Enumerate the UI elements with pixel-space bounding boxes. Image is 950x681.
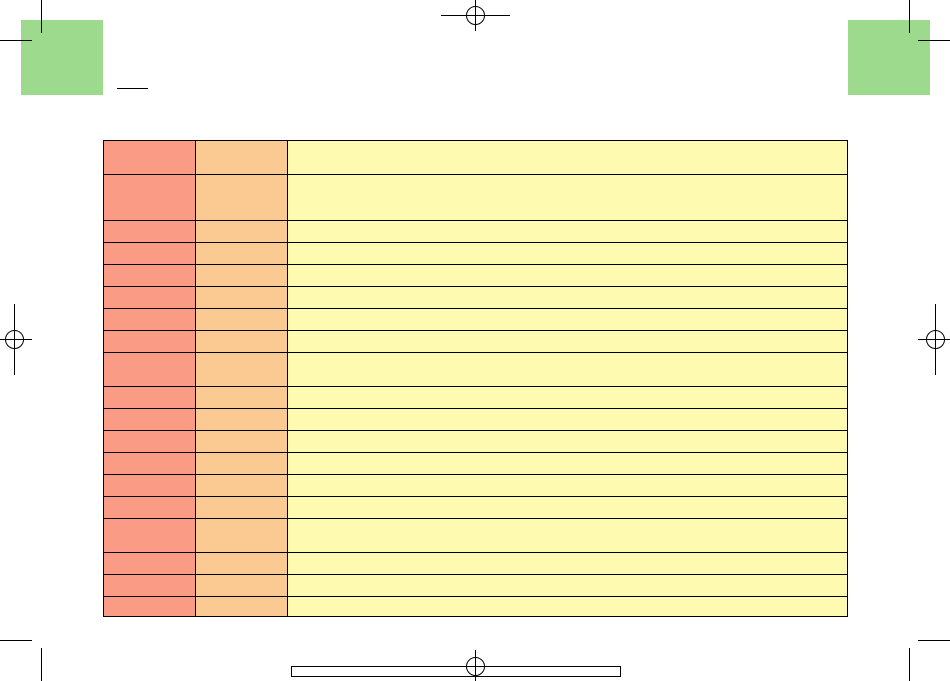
table-cell-col1 [103, 386, 196, 409]
table-cell-col1 [103, 352, 196, 387]
crop-mark-top-left-v [41, 0, 42, 33]
table-row [103, 518, 848, 553]
table-cell-col2 [195, 286, 288, 309]
table-cell-col2 [195, 574, 288, 597]
crop-mark-bottom-right-v [909, 648, 910, 681]
table-cell-col1 [103, 264, 196, 287]
table-cell-col2 [195, 408, 288, 431]
data-table [103, 140, 848, 617]
crop-mark-top-right-h [918, 40, 950, 41]
table-cell-col3 [287, 242, 848, 265]
table-cell-col1 [103, 574, 196, 597]
table-row [103, 552, 848, 575]
table-cell-col2 [195, 518, 288, 553]
table-cell-col3 [287, 386, 848, 409]
table-cell-col3 [287, 408, 848, 431]
table-cell-col3 [287, 430, 848, 453]
table-cell-col1 [103, 330, 196, 353]
table-cell-col3 [287, 220, 848, 243]
table-cell-col3 [287, 330, 848, 353]
crop-mark-top-left-h [0, 40, 32, 41]
table-cell-col2 [195, 430, 288, 453]
table-cell-col3 [287, 174, 848, 221]
table-cell-col2 [195, 220, 288, 243]
table-cell-col1 [103, 408, 196, 431]
table-row [103, 330, 848, 353]
table-row [103, 140, 848, 175]
table-cell-col3 [287, 496, 848, 519]
table-cell-col1 [103, 596, 196, 617]
table-row [103, 174, 848, 221]
table-cell-col3 [287, 574, 848, 597]
table-cell-col2 [195, 242, 288, 265]
table-cell-col1 [103, 474, 196, 497]
table-cell-col2 [195, 352, 288, 387]
crop-mark-top-right-v [909, 0, 910, 33]
heading-rule [117, 88, 148, 89]
crop-mark-bottom-left-v [41, 648, 42, 681]
table-cell-col3 [287, 552, 848, 575]
table-cell-col1 [103, 430, 196, 453]
table-cell-col2 [195, 330, 288, 353]
table-cell-col1 [103, 452, 196, 475]
table-cell-col1 [103, 286, 196, 309]
table-cell-col1 [103, 552, 196, 575]
table-cell-col3 [287, 308, 848, 331]
table-cell-col1 [103, 174, 196, 221]
table-cell-col1 [103, 518, 196, 553]
table-cell-col2 [195, 452, 288, 475]
footer-box [291, 666, 621, 677]
table-cell-col2 [195, 496, 288, 519]
table-cell-col3 [287, 352, 848, 387]
table-cell-col1 [103, 140, 196, 175]
table-row [103, 474, 848, 497]
table-row [103, 264, 848, 287]
table-row [103, 308, 848, 331]
table-cell-col2 [195, 308, 288, 331]
table-row [103, 408, 848, 431]
table-cell-col3 [287, 452, 848, 475]
table-cell-col2 [195, 474, 288, 497]
table-row [103, 452, 848, 475]
table-row [103, 496, 848, 519]
table-cell-col2 [195, 552, 288, 575]
table-row [103, 286, 848, 309]
table-cell-col2 [195, 596, 288, 617]
table-cell-col1 [103, 308, 196, 331]
table-cell-col3 [287, 264, 848, 287]
table-cell-col1 [103, 242, 196, 265]
table-cell-col3 [287, 596, 848, 617]
table-cell-col3 [287, 140, 848, 175]
table-cell-col1 [103, 220, 196, 243]
crop-mark-bottom-left-h [0, 640, 32, 641]
table-cell-col3 [287, 286, 848, 309]
table-body [103, 140, 848, 617]
table-cell-col2 [195, 264, 288, 287]
table-row [103, 242, 848, 265]
crop-mark-bottom-right-h [918, 640, 950, 641]
table-row [103, 574, 848, 597]
table-row [103, 596, 848, 617]
table-cell-col2 [195, 386, 288, 409]
table-cell-col3 [287, 518, 848, 553]
right-corner-tab [848, 20, 930, 95]
table-row [103, 386, 848, 409]
table-row [103, 430, 848, 453]
table-row [103, 352, 848, 387]
table-row [103, 220, 848, 243]
table-cell-col1 [103, 496, 196, 519]
table-cell-col2 [195, 140, 288, 175]
table-cell-col3 [287, 474, 848, 497]
table-cell-col2 [195, 174, 288, 221]
left-corner-tab [21, 20, 103, 95]
